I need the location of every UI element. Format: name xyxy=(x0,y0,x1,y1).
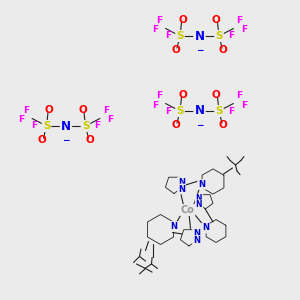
Text: O: O xyxy=(45,105,54,115)
Text: F: F xyxy=(236,91,242,100)
Text: −: − xyxy=(196,121,203,130)
Text: O: O xyxy=(171,120,180,130)
Text: F: F xyxy=(228,32,234,40)
Text: F: F xyxy=(23,106,29,115)
Text: N: N xyxy=(196,194,202,203)
Text: O: O xyxy=(212,90,221,100)
Text: F: F xyxy=(165,32,171,40)
Text: O: O xyxy=(85,135,94,146)
Text: N: N xyxy=(194,104,205,118)
Text: O: O xyxy=(78,105,87,115)
Text: S: S xyxy=(215,106,223,116)
Text: −: − xyxy=(196,46,203,55)
Text: F: F xyxy=(107,116,113,124)
Text: N: N xyxy=(202,224,209,232)
Text: Co: Co xyxy=(181,205,194,215)
Text: N: N xyxy=(170,222,178,231)
Text: N: N xyxy=(194,29,205,43)
Text: N: N xyxy=(196,200,202,209)
Text: F: F xyxy=(152,26,158,34)
Text: N: N xyxy=(193,236,200,245)
Text: N: N xyxy=(178,178,185,187)
Text: F: F xyxy=(241,26,247,34)
Text: N: N xyxy=(198,180,205,189)
Text: O: O xyxy=(219,45,228,56)
Text: F: F xyxy=(94,122,100,130)
Text: F: F xyxy=(152,100,158,109)
Text: S: S xyxy=(82,121,89,131)
Text: F: F xyxy=(241,100,247,109)
Text: F: F xyxy=(165,106,171,116)
Text: S: S xyxy=(176,106,184,116)
Text: S: S xyxy=(176,31,184,41)
Text: F: F xyxy=(19,116,25,124)
Text: −: − xyxy=(62,136,70,145)
Text: F: F xyxy=(32,122,38,130)
Text: F: F xyxy=(157,91,163,100)
Text: S: S xyxy=(43,121,50,131)
Text: O: O xyxy=(212,15,221,25)
Text: F: F xyxy=(103,106,109,115)
Text: N: N xyxy=(193,230,200,238)
Text: F: F xyxy=(236,16,242,25)
Text: O: O xyxy=(219,120,228,130)
Text: O: O xyxy=(178,15,187,25)
Text: O: O xyxy=(171,45,180,56)
Text: 3+: 3+ xyxy=(194,203,206,212)
Text: N: N xyxy=(61,119,71,133)
Text: O: O xyxy=(38,135,47,146)
Text: N: N xyxy=(178,184,185,194)
Text: F: F xyxy=(157,16,163,25)
Text: O: O xyxy=(178,90,187,100)
Text: S: S xyxy=(215,31,223,41)
Text: F: F xyxy=(228,106,234,116)
